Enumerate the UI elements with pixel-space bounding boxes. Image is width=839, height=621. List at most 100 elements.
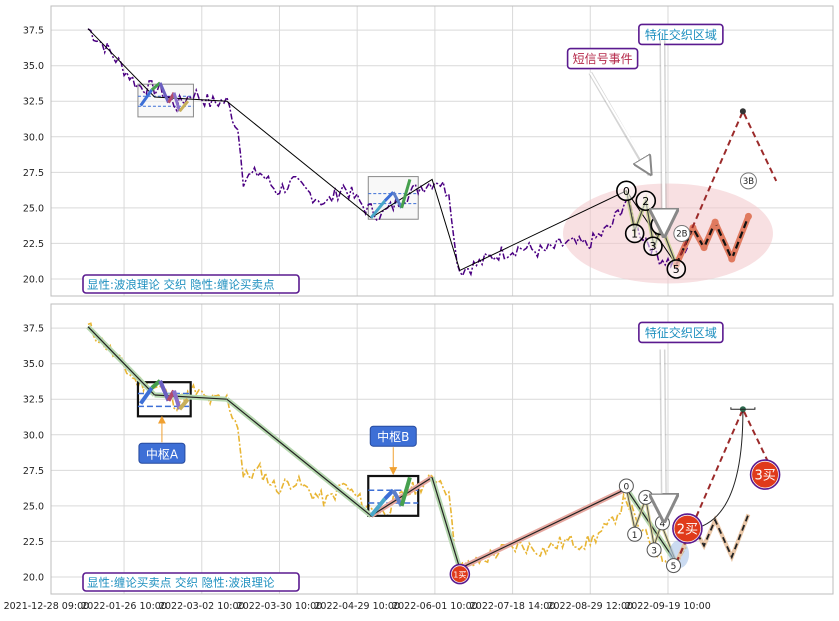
x-tick-label: 2022-08-29 12:00 [547,601,633,612]
wave-number-label: 5 [673,263,680,276]
wave-number-label: 1 [632,531,638,541]
projection-line [675,108,778,266]
zhongshu-zigzag-a [139,386,154,405]
legend-box: 显性:缠论买卖点 交织 隐性:波浪理论 [82,572,300,592]
y-tick-label: 35.0 [23,359,44,370]
arrow-interleave [662,349,664,517]
wave-number-circle [666,558,682,574]
event-label: 3B [743,177,754,187]
event-label: 2B [676,229,687,239]
projection-bracket [730,407,756,410]
x-tick-label: 2021-12-28 09:00 [4,601,90,612]
y-tick-label: 32.5 [23,395,44,406]
annotation-interleave-text: 特征交织区域 [645,325,717,340]
plot-frame [50,5,834,297]
arrow-short-signal [589,72,649,173]
buy-point-label: 1买 [453,571,466,580]
zhongshu-zigzag-b [391,489,404,507]
annotation-interleave-text: 特征交织区域 [645,27,717,42]
zhongshu-zigzag-a [158,82,170,104]
wave-number-circle [618,478,634,494]
zhongshu-zigzag-b [369,199,387,219]
wave-number-label: 2 [643,494,649,504]
legend-text: 显性:缠论买卖点 交织 隐性:波浪理论 [87,576,275,590]
projection-line [675,406,778,564]
legend-box: 显性:波浪理论 交织 隐性:缠论买卖点 [82,274,300,294]
wave-number-circle [666,259,687,279]
followup-node [728,255,736,263]
y-tick-label: 35.0 [23,61,44,72]
buy-point-marker [451,566,468,583]
y-tick-label: 30.0 [23,430,44,441]
legend-frame [82,274,300,294]
annotation-short-signal-text: 短信号事件 [573,52,633,66]
y-tick-label: 25.0 [23,501,44,512]
zhongshu-tag-b-frame [369,425,417,447]
zhongshu-zigzag-a [172,92,182,112]
annotation-short-signal: 短信号事件 [566,47,639,70]
zhongshu-zigzag-a [139,89,154,107]
x-tick-label: 2022-01-26 10:00 [81,601,167,612]
followup-node [744,212,752,220]
zhongshu-tag-a: 中枢A [138,442,186,464]
y-tick-label: 20.0 [23,274,44,285]
wave-number-label: 2 [642,195,649,208]
annotation-interleave-frame [638,321,724,344]
zhongshu-tag-b-text: 中枢B [377,429,409,444]
y-tick-label: 25.0 [23,203,44,214]
y-tick-label: 37.5 [23,324,44,335]
bi-line [431,477,461,569]
buy-point-label: 3买 [754,469,775,484]
annotation-interleave: 特征交织区域 [638,23,724,46]
zhongshu-zigzag-b [369,497,387,518]
legend-text: 显性:波浪理论 交织 隐性:缠论买卖点 [87,278,275,292]
zhongshu-zigzag-b [400,178,412,209]
zhongshu-zigzag-a [158,380,171,402]
zhongshu-zigzag-a [178,397,190,411]
x-tick-label: 2022-03-02 10:00 [159,601,245,612]
y-tick-label: 37.5 [23,26,44,37]
wave-number-circle [646,542,662,558]
wave-number-label: 3 [649,240,656,253]
buy-point-label: 2买 [677,523,698,538]
zhongshu-box-1 [367,474,420,517]
x-tick-label: 2022-03-30 10:00 [237,601,323,612]
arrow-interleave [662,40,664,232]
legend-frame [82,572,300,592]
bi-line [370,476,433,517]
zhongshu-tag-a-text: 中枢A [146,446,179,461]
projection-peak [739,108,746,115]
wave-number-label: 0 [623,185,630,198]
y-tick-label: 32.5 [23,97,44,108]
zhongshu-zigzag-a [172,390,182,410]
plot-frame [50,303,834,595]
y-tick-label: 27.5 [23,168,44,179]
zhongshu-tag-a-frame [138,442,186,464]
bi-line [226,398,372,517]
followup-node [711,218,719,226]
wave-number-circle [616,180,637,202]
wave-number-label: 4 [660,519,666,529]
annotation-interleave-frame [638,23,724,46]
wave-number-label: 0 [623,482,629,492]
y-tick-label: 22.5 [23,537,44,548]
wave-number-circle [624,223,645,244]
zhongshu-zigzag-b [383,191,395,202]
wave-number-label: 1 [631,227,638,240]
buy-point-marker [674,515,701,542]
zhongshu-zigzag-a [178,100,190,113]
wave-number-label: 5 [671,562,677,572]
y-tick-label: 20.0 [23,572,44,583]
wave-number-label: 3 [651,546,657,556]
x-tick-label: 2022-09-19 10:00 [625,601,711,612]
annotation-short-signal-frame [566,47,639,70]
y-tick-label: 27.5 [23,466,44,477]
x-tick-label: 2022-07-18 14:00 [470,601,556,612]
annotation-interleave: 特征交织区域 [638,321,724,344]
y-tick-label: 30.0 [23,132,44,143]
arrow-peak-to-buy2 [692,411,744,532]
buy-point-marker [752,461,779,488]
bi-line [459,488,627,569]
